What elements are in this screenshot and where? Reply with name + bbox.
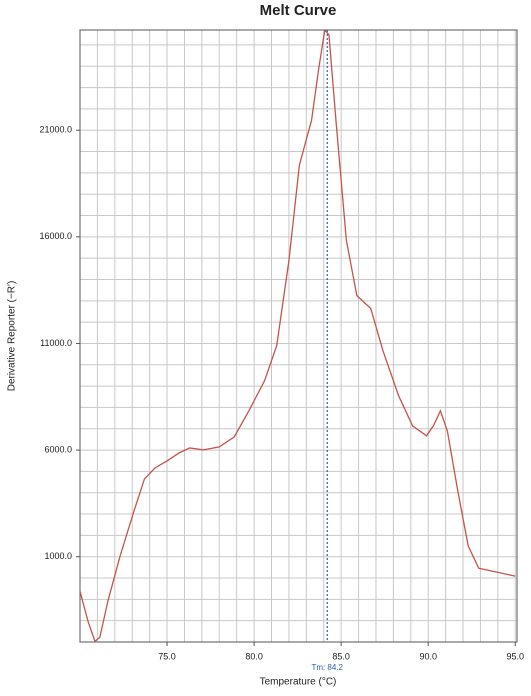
y-axis-label: Derivative Reporter (−R') — [7, 281, 18, 392]
melt-curve — [80, 30, 516, 642]
plot-frame — [79, 29, 518, 643]
x-axis-label: Temperature (°C) — [260, 677, 337, 688]
y-tick-label: 6000.0 — [44, 444, 72, 454]
y-tick-label: 21000.0 — [39, 125, 72, 135]
y-tick-label: 1000.0 — [44, 551, 72, 561]
y-tick-label: 16000.0 — [39, 231, 72, 241]
x-tick-label: 90.0 — [419, 651, 437, 661]
tm-label: Tm: 84.2 — [311, 663, 343, 672]
x-tick-label: 95.0 — [506, 651, 524, 661]
x-tick-label: 85.0 — [332, 651, 350, 661]
x-tick-label: 75.0 — [158, 651, 176, 661]
plot-area — [80, 30, 516, 642]
y-tick-label: 11000.0 — [40, 338, 72, 348]
chart-title: Melt Curve — [260, 2, 337, 19]
x-tick-label: 80.0 — [245, 651, 263, 661]
